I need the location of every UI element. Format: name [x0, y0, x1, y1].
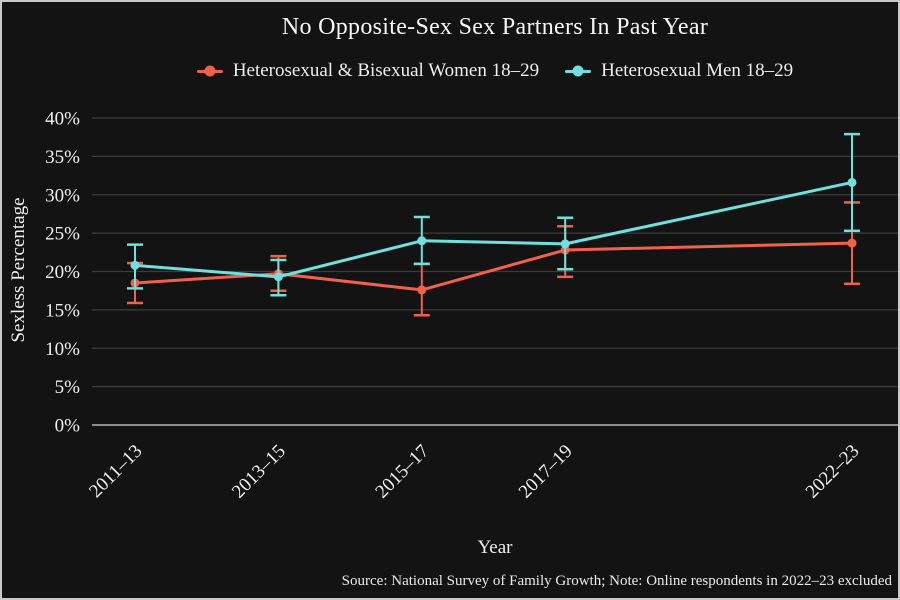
y-tick-label: 0% [55, 416, 81, 437]
legend-item-women: Heterosexual & Bisexual Women 18–29 [196, 60, 540, 82]
data-point-marker [417, 285, 427, 295]
data-point-marker [847, 177, 857, 187]
chart-title: No Opposite-Sex Sex Partners In Past Yea… [281, 14, 709, 40]
y-tick-label: 25% [45, 224, 80, 245]
y-tick-label: 30% [45, 185, 80, 206]
chart-legend: Heterosexual & Bisexual Women 18–29 Hete… [92, 60, 898, 82]
legend-label-men: Heterosexual Men 18–29 [601, 60, 794, 81]
y-tick-label: 5% [55, 377, 81, 398]
y-tick-label: 35% [45, 147, 80, 168]
x-tick-label: 2011–13 [85, 441, 146, 502]
data-point-marker [560, 239, 570, 249]
y-tick-label: 40% [45, 109, 80, 130]
series-line [134, 181, 853, 279]
source-note: Source: National Survey of Family Growth… [341, 573, 892, 589]
y-tick-label: 10% [45, 339, 80, 360]
y-tick-label: 20% [45, 262, 80, 283]
line-dot-marker-icon [565, 69, 592, 73]
line-dot-marker-icon [196, 69, 223, 73]
x-axis-label: Year [477, 537, 513, 558]
legend-item-men: Heterosexual Men 18–29 [565, 60, 793, 82]
series-line [134, 241, 853, 292]
x-tick-label: 2013–15 [228, 441, 290, 503]
data-point-marker [847, 238, 857, 248]
data-point-marker [417, 236, 427, 246]
data-point-marker [130, 260, 140, 270]
data-point-marker [273, 272, 283, 282]
y-tick-label: 15% [45, 300, 80, 321]
x-tick-label: 2017–19 [515, 441, 577, 503]
x-tick-label: 2015–17 [371, 441, 433, 503]
legend-label-women: Heterosexual & Bisexual Women 18–29 [232, 60, 540, 81]
x-tick-label: 2022–23 [802, 441, 864, 503]
